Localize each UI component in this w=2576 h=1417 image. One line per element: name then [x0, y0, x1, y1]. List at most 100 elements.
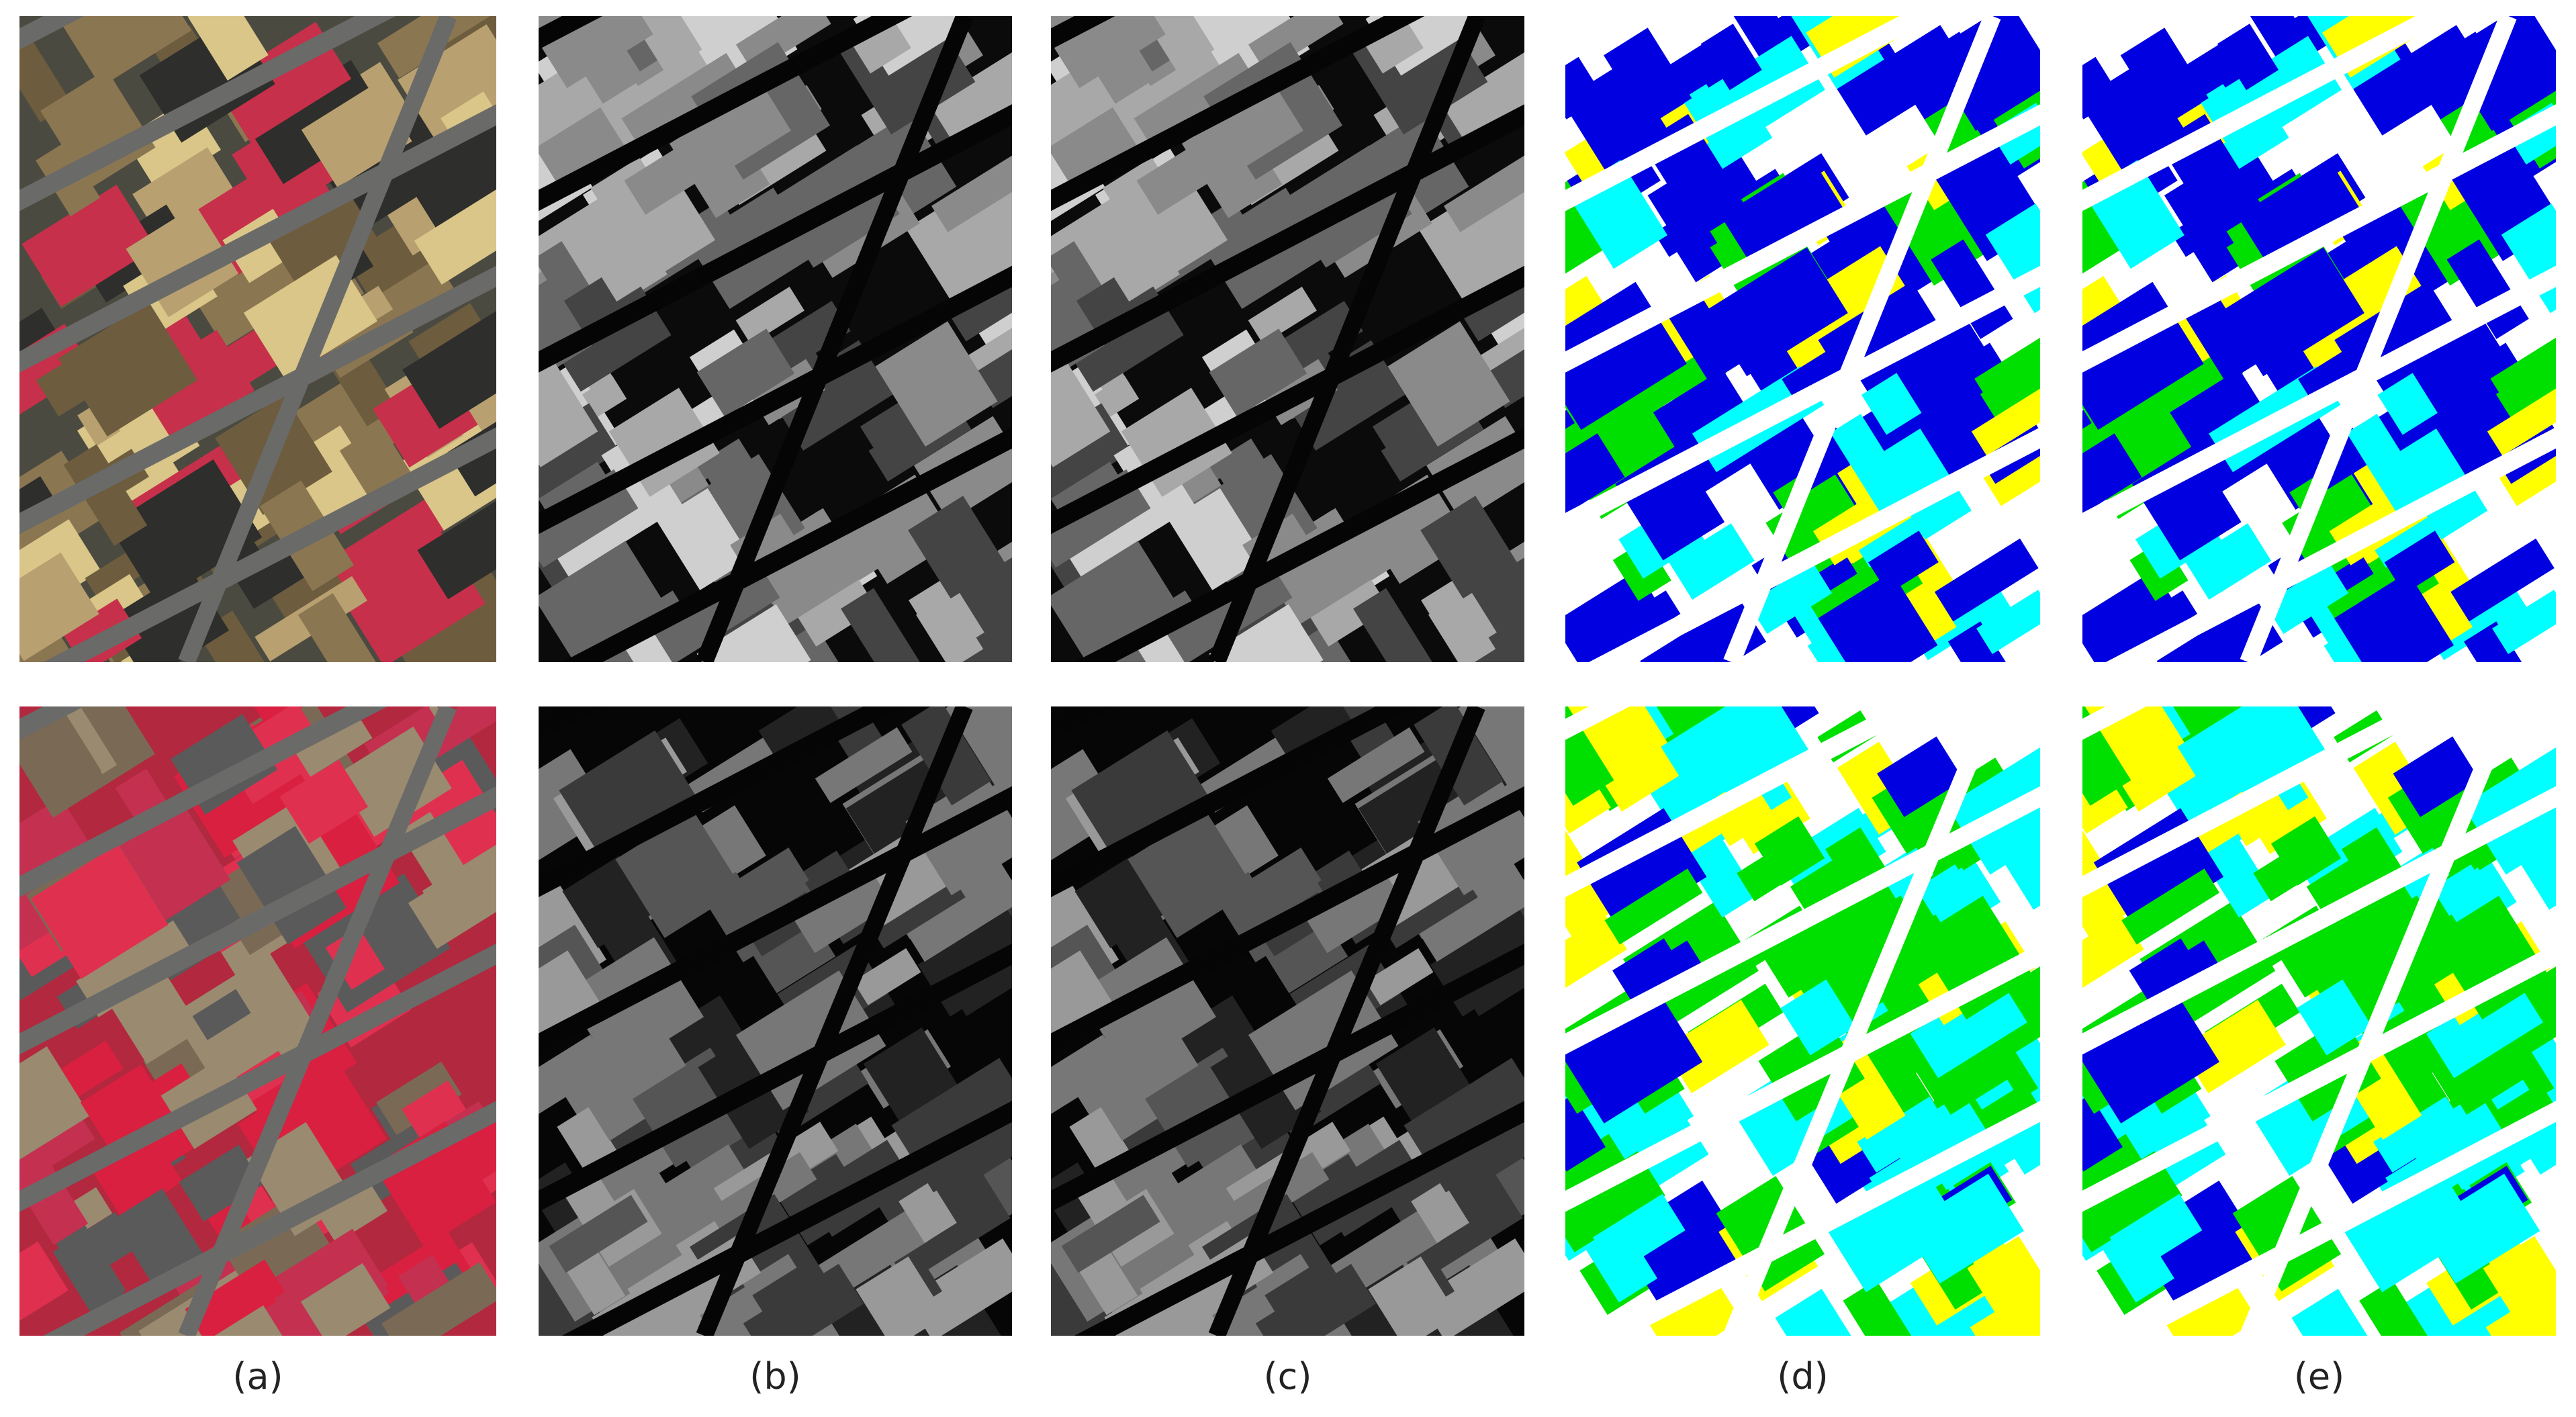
region [1654, 184, 1747, 257]
region [539, 349, 598, 467]
region [2492, 590, 2556, 654]
road [2082, 944, 2556, 1212]
region [19, 1046, 91, 1169]
region [941, 706, 1012, 767]
region [958, 554, 1012, 662]
region [791, 866, 893, 954]
region [1255, 1263, 1377, 1336]
region [1612, 938, 1685, 1004]
region [325, 927, 385, 990]
region [1891, 914, 1963, 985]
image-panel [19, 706, 496, 1336]
road [1051, 944, 1524, 1212]
panel-label: (c) [1264, 1355, 1312, 1398]
region [1775, 1289, 1862, 1336]
region [2487, 365, 2556, 456]
road [696, 706, 973, 1336]
region [1128, 811, 1255, 938]
region [1976, 590, 2040, 654]
region [2082, 989, 2219, 1124]
region [852, 19, 911, 74]
region [2359, 1279, 2435, 1336]
road [43, 1101, 496, 1336]
region [559, 730, 697, 858]
region [2446, 538, 2555, 625]
region [408, 846, 496, 950]
road [2082, 265, 2556, 535]
road [19, 265, 496, 535]
region [214, 21, 369, 170]
region [1663, 999, 1769, 1094]
road [1565, 16, 1940, 212]
region [30, 843, 169, 979]
region [2483, 1236, 2556, 1336]
road [2082, 16, 2456, 212]
region [2420, 1173, 2540, 1284]
road [178, 706, 457, 1336]
region [2082, 915, 2144, 998]
region [414, 181, 496, 285]
region [264, 1228, 389, 1336]
region [702, 87, 791, 169]
region [300, 1263, 391, 1336]
region [19, 1161, 89, 1245]
region [1443, 140, 1524, 232]
region [1565, 433, 1625, 528]
road [1723, 706, 2001, 1336]
road [2240, 706, 2517, 1336]
region [1103, 157, 1168, 214]
region [381, 1262, 496, 1336]
region [2431, 895, 2550, 1020]
region [2109, 1193, 2203, 1274]
region [2217, 24, 2279, 91]
region [696, 328, 795, 418]
road [1074, 1101, 1524, 1336]
road [1051, 16, 1425, 212]
image-panel [2082, 16, 2556, 662]
region [2297, 979, 2373, 1056]
region [735, 16, 831, 73]
road [1588, 427, 2040, 662]
road [1051, 265, 1524, 535]
region [2501, 203, 2556, 314]
road [1723, 16, 2001, 662]
region [578, 38, 645, 104]
region [63, 444, 148, 546]
road [43, 427, 496, 662]
region [313, 1175, 388, 1244]
region [1604, 28, 1692, 126]
region [1428, 594, 1496, 662]
region [297, 593, 385, 662]
region [1985, 203, 2040, 314]
region [1669, 523, 1755, 600]
region [1947, 621, 2018, 662]
region [582, 375, 627, 418]
region [1303, 866, 1406, 954]
road [539, 16, 913, 212]
region [1894, 335, 1983, 426]
region [929, 50, 1012, 150]
region [119, 805, 231, 921]
region [171, 953, 322, 1097]
region [1565, 915, 1627, 998]
image-panel [1565, 706, 2040, 1336]
region [2334, 572, 2454, 662]
region [1667, 294, 1743, 383]
road [1565, 786, 2040, 1055]
region [2121, 868, 2220, 945]
region [21, 185, 156, 307]
road [19, 16, 396, 212]
region [1910, 978, 2027, 1079]
panel-label: (d) [1777, 1355, 1828, 1398]
region [1051, 59, 1119, 161]
road [2082, 104, 2556, 373]
region [2373, 1096, 2465, 1173]
region [2237, 158, 2362, 270]
region [1411, 1181, 1469, 1243]
region [108, 459, 263, 603]
region [624, 629, 685, 662]
region [669, 109, 770, 218]
region [2082, 706, 2131, 806]
region [2445, 867, 2495, 916]
region [1593, 1193, 1686, 1274]
